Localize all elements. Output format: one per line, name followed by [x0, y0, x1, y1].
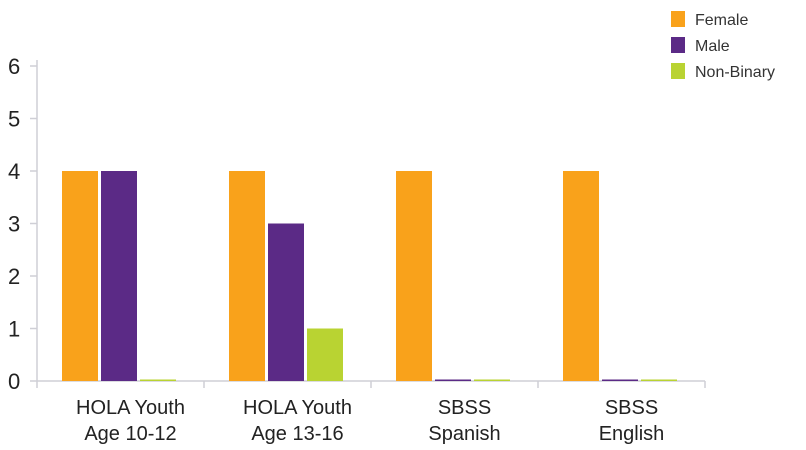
bar-non-binary	[641, 379, 677, 381]
legend-swatch	[671, 11, 685, 27]
bar-male	[101, 171, 137, 381]
y-tick-label: 2	[8, 264, 20, 289]
legend-label: Male	[695, 38, 730, 55]
bar-male	[268, 223, 304, 381]
y-tick-label: 5	[8, 107, 20, 132]
x-axis: HOLA Youth Age 10-12 HOLA Youth Age 13-16 SB…	[36, 380, 706, 445]
bar-non-binary	[307, 328, 343, 381]
y-tick-label: 3	[8, 212, 20, 237]
legend: Female Male Non-Binary	[671, 11, 775, 81]
legend-label: Non-Binary	[695, 64, 775, 81]
bar-non-binary	[140, 379, 176, 381]
y-axis: 0 1 2 3 4 5 6	[8, 54, 38, 394]
y-tick-label: 1	[8, 317, 20, 342]
bar-male	[435, 379, 471, 381]
bar-female	[229, 171, 265, 381]
bar-female	[563, 171, 599, 381]
legend-swatch	[671, 63, 685, 79]
legend-label: Female	[695, 12, 748, 29]
bars	[62, 171, 677, 381]
category-label: HOLA Youth Age 10-12	[76, 397, 185, 445]
category-label: SBSS Spanish	[428, 397, 500, 445]
bar-male	[602, 379, 638, 381]
y-tick-label: 4	[8, 159, 20, 184]
category-label: HOLA Youth Age 13-16	[243, 397, 352, 445]
category-label: SBSS English	[599, 397, 665, 445]
y-tick-label: 6	[8, 54, 20, 79]
bar-female	[62, 171, 98, 381]
bar-non-binary	[474, 379, 510, 381]
bar-female	[396, 171, 432, 381]
legend-swatch	[671, 37, 685, 53]
y-tick-label: 0	[8, 369, 20, 394]
